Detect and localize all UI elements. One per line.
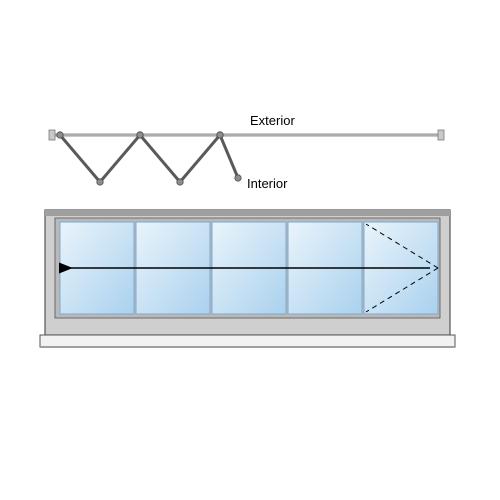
diagram-svg [0, 0, 500, 500]
hinge-icon [217, 132, 223, 138]
folded-panel [100, 135, 140, 182]
hinge-icon [235, 175, 241, 181]
frame-top-shade [45, 210, 450, 216]
hinge-icon [57, 132, 63, 138]
folded-panel [140, 135, 180, 182]
hinge-icon [137, 132, 143, 138]
exterior-label: Exterior [250, 113, 295, 128]
hinge-icon [97, 179, 103, 185]
elevation-view [40, 210, 455, 347]
interior-label: Interior [247, 176, 287, 191]
folded-panel [180, 135, 220, 182]
diagram-stage: Exterior Interior [0, 0, 500, 500]
folded-panel [60, 135, 100, 182]
sill [40, 335, 455, 347]
hinge-icon [177, 179, 183, 185]
track-stop-left [49, 130, 55, 140]
folded-panel [220, 135, 238, 178]
track-stop-right [438, 130, 444, 140]
